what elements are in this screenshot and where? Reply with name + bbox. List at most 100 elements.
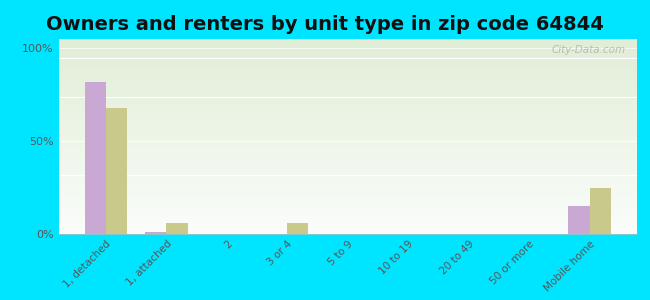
Bar — [58, 142, 637, 143]
Bar — [58, 111, 637, 112]
Bar — [58, 190, 637, 191]
Bar — [58, 221, 637, 222]
Bar — [58, 137, 637, 139]
Bar — [58, 126, 637, 127]
Bar — [58, 49, 637, 50]
Bar — [58, 106, 637, 107]
Bar — [58, 206, 637, 207]
Bar — [58, 207, 637, 208]
Bar — [58, 186, 637, 187]
Bar — [58, 169, 637, 170]
Bar — [58, 156, 637, 157]
Bar — [58, 184, 637, 185]
Bar — [58, 181, 637, 182]
Bar — [58, 75, 637, 76]
Bar — [58, 48, 637, 49]
Bar — [58, 105, 637, 106]
Bar — [58, 209, 637, 210]
Bar — [58, 150, 637, 151]
Text: Owners and renters by unit type in zip code 64844: Owners and renters by unit type in zip c… — [46, 15, 604, 34]
Bar — [58, 182, 637, 183]
Bar — [58, 214, 637, 215]
Bar — [106, 108, 127, 234]
Bar — [58, 196, 637, 197]
Bar — [145, 232, 166, 234]
Bar — [58, 211, 637, 212]
Bar — [58, 98, 637, 99]
Bar — [568, 206, 590, 234]
Bar — [58, 70, 637, 71]
Bar — [58, 91, 637, 92]
Bar — [58, 225, 637, 226]
Bar — [58, 59, 637, 60]
Bar — [58, 191, 637, 192]
Bar — [58, 153, 637, 154]
Bar — [58, 180, 637, 181]
Bar — [58, 133, 637, 134]
Bar — [58, 85, 637, 86]
Bar — [58, 219, 637, 220]
Bar — [58, 173, 637, 175]
Bar — [58, 217, 637, 218]
Bar — [58, 128, 637, 129]
Bar — [58, 208, 637, 209]
Bar — [58, 141, 637, 142]
Bar — [58, 74, 637, 75]
Bar — [58, 171, 637, 172]
Bar — [58, 108, 637, 109]
Bar — [84, 82, 106, 234]
Bar — [58, 192, 637, 193]
Bar — [58, 158, 637, 159]
Bar — [58, 233, 637, 234]
Bar — [58, 114, 637, 115]
Bar — [58, 198, 637, 199]
Bar — [58, 100, 637, 101]
Bar — [58, 76, 637, 77]
Bar — [58, 176, 637, 177]
Bar — [58, 46, 637, 47]
Bar — [58, 130, 637, 132]
Bar — [58, 102, 637, 103]
Bar — [58, 160, 637, 161]
Bar — [58, 63, 637, 64]
Bar — [58, 138, 637, 140]
Bar — [58, 148, 637, 149]
Bar — [58, 202, 637, 203]
Bar — [58, 167, 637, 168]
Bar — [58, 197, 637, 198]
Bar — [58, 178, 637, 179]
Bar — [58, 165, 637, 166]
Bar — [58, 61, 637, 62]
Bar — [58, 94, 637, 95]
Bar — [58, 81, 637, 82]
Bar — [58, 79, 637, 80]
Bar — [58, 92, 637, 93]
Bar — [58, 159, 637, 160]
Bar — [58, 222, 637, 223]
Bar — [58, 112, 637, 113]
Bar — [58, 231, 637, 232]
Bar — [58, 195, 637, 196]
Bar — [58, 103, 637, 104]
Bar — [58, 62, 637, 63]
Bar — [58, 67, 637, 68]
Bar — [58, 43, 637, 44]
Bar — [58, 104, 637, 105]
Bar — [58, 204, 637, 205]
Bar — [58, 172, 637, 173]
Bar — [58, 109, 637, 110]
Bar — [58, 162, 637, 163]
Bar — [58, 166, 637, 167]
Bar — [58, 164, 637, 165]
Bar — [58, 82, 637, 83]
Bar — [58, 187, 637, 188]
Bar — [58, 88, 637, 89]
Bar — [58, 168, 637, 169]
Bar — [58, 226, 637, 227]
Bar — [58, 77, 637, 78]
Bar — [58, 51, 637, 52]
Bar — [58, 227, 637, 228]
Bar — [58, 151, 637, 152]
Bar — [58, 53, 637, 54]
Bar — [58, 115, 637, 116]
